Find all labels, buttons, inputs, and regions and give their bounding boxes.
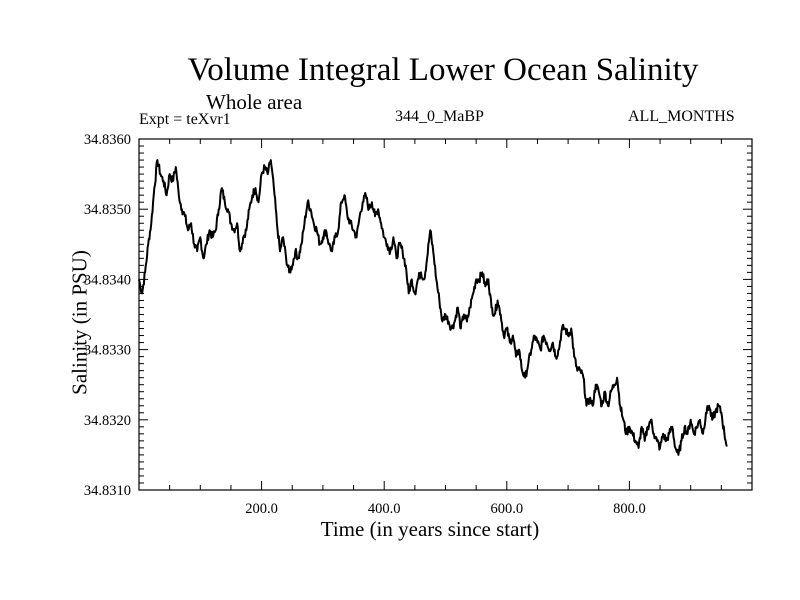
experiment-label: Expt = teXvr1 <box>139 111 231 128</box>
y-tick-label: 34.8350 <box>84 202 131 218</box>
x-tick-label: 200.0 <box>245 501 278 517</box>
x-axis-label: Time (in years since start) <box>320 517 540 541</box>
chart-title: Volume Integral Lower Ocean Salinity <box>187 52 699 88</box>
x-tick-label: 800.0 <box>613 501 646 517</box>
y-tick-label: 34.8330 <box>84 343 131 359</box>
y-tick-label: 34.8310 <box>84 483 131 499</box>
x-tick-label: 400.0 <box>368 501 401 517</box>
x-tick-label: 600.0 <box>490 501 523 517</box>
y-tick-label: 34.8340 <box>84 272 131 288</box>
period-label: 344_0_MaBP <box>395 108 484 125</box>
y-tick-label: 34.8360 <box>84 132 131 148</box>
series-line-salinity <box>138 159 728 456</box>
chart-subtitle: Whole area <box>206 90 303 114</box>
months-label: ALL_MONTHS <box>628 108 735 125</box>
y-tick-label: 34.8320 <box>84 413 131 429</box>
